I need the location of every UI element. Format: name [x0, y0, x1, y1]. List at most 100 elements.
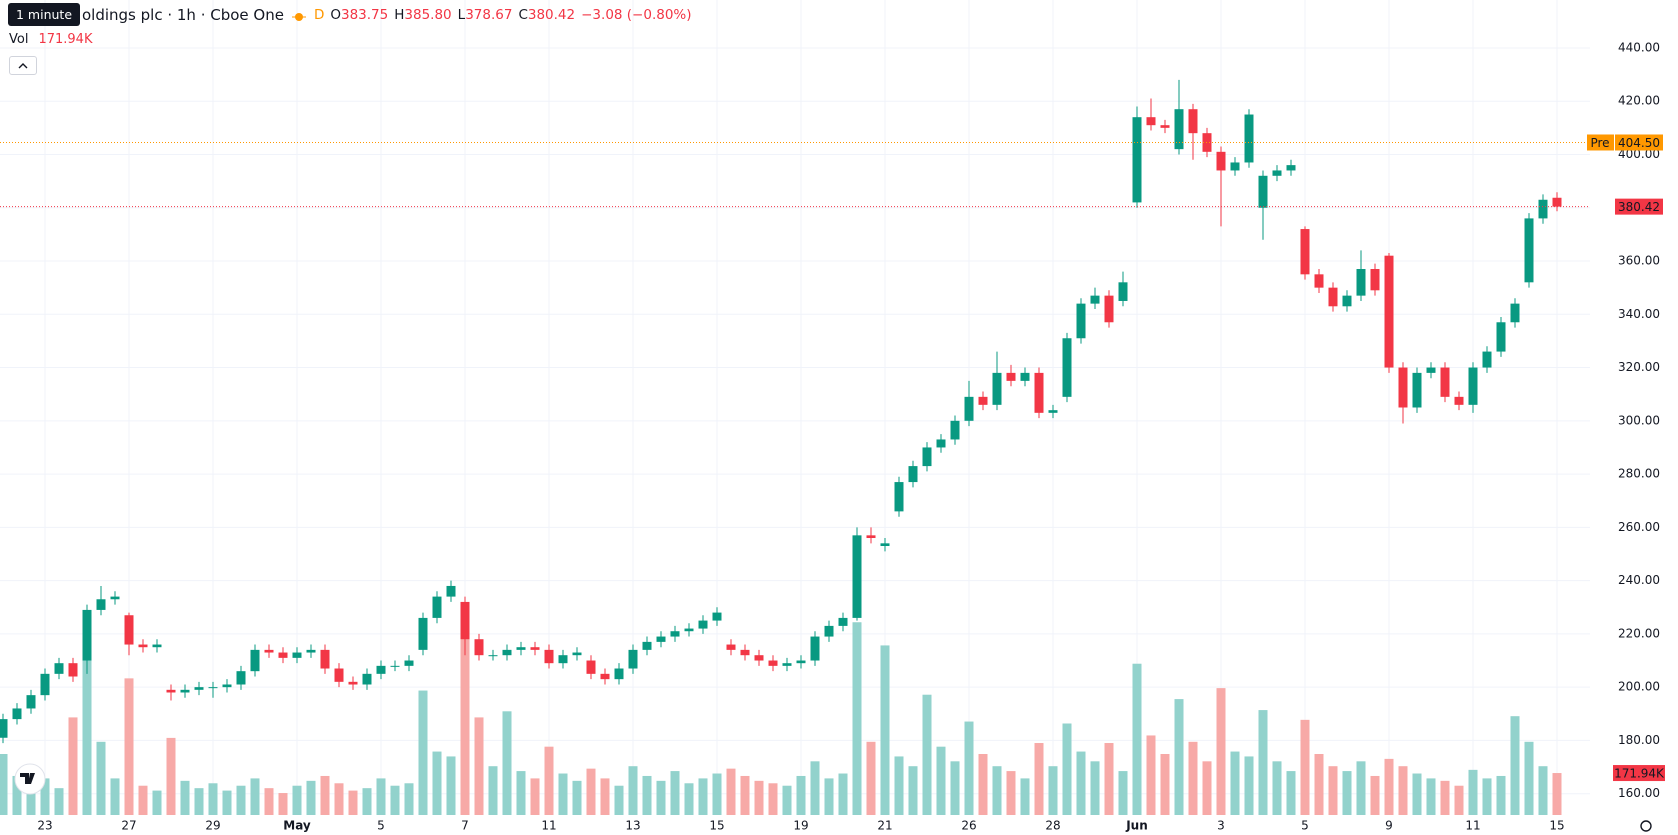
y-tick-label: 440.00 — [1618, 40, 1660, 54]
x-tick-label: 5 — [377, 819, 385, 833]
x-tick-label: 27 — [121, 819, 136, 833]
volume-bar — [1104, 743, 1114, 815]
volume-bar — [1510, 716, 1520, 815]
y-tick-label: 360.00 — [1618, 254, 1660, 268]
pre-price-box — [1615, 134, 1663, 151]
x-tick-label: 19 — [793, 819, 808, 833]
volume-bar — [180, 780, 190, 815]
candle-body — [96, 599, 106, 610]
volume-bar — [614, 785, 624, 815]
y-tick-label: 240.00 — [1618, 573, 1660, 587]
volume-bar — [1454, 785, 1464, 815]
x-tick-label: 11 — [1465, 819, 1480, 833]
volume-bar — [642, 775, 652, 815]
volume-bar — [600, 778, 610, 815]
volume-bar — [166, 737, 176, 815]
volume-bar — [544, 746, 554, 815]
volume-bar — [1440, 780, 1450, 815]
candle-body — [1440, 367, 1450, 397]
volume-bar — [852, 622, 862, 815]
volume-bar — [1412, 773, 1422, 815]
candle-body — [208, 687, 218, 689]
candle-body — [586, 660, 596, 674]
volume-bar — [754, 780, 764, 815]
volume-bar — [1174, 699, 1184, 815]
candle-body — [418, 617, 428, 650]
candle-body — [1062, 338, 1072, 397]
volume-bar — [222, 790, 232, 815]
candle-body — [390, 665, 400, 667]
candle-body — [1300, 229, 1310, 275]
candle-body — [656, 636, 666, 642]
volume-bar — [1482, 778, 1492, 815]
y-tick-label: 200.00 — [1618, 680, 1660, 694]
candle-body — [432, 596, 442, 618]
volume-bar — [698, 778, 708, 815]
candle-body — [936, 439, 946, 448]
collapse-button[interactable] — [9, 56, 37, 75]
candle-body — [404, 660, 414, 666]
volume-bar — [572, 780, 582, 815]
volume-bar — [740, 775, 750, 815]
x-tick-label: 28 — [1045, 819, 1060, 833]
interval-badge: D — [313, 7, 325, 23]
symbol-row: oldings plc · 1h · Cboe One D O383.75 H38… — [82, 6, 698, 24]
volume-bar — [1272, 761, 1282, 815]
volume-bar — [404, 783, 414, 815]
h-label: H — [394, 7, 405, 23]
volume-bar — [68, 717, 78, 815]
candle-body — [1510, 303, 1520, 323]
volume-bar — [768, 783, 778, 815]
x-tick-label: 15 — [709, 819, 724, 833]
volume-bar — [516, 771, 526, 815]
candle-body — [1454, 396, 1464, 405]
y-tick-label: 340.00 — [1618, 307, 1660, 321]
volume-bar — [334, 783, 344, 815]
volume-bar — [124, 678, 134, 815]
volume-bar — [12, 775, 22, 815]
candle-body — [614, 668, 624, 680]
volume-bar — [1076, 751, 1086, 815]
volume-bar — [894, 756, 904, 815]
candle-body — [922, 447, 932, 467]
volume-bar — [1202, 761, 1212, 815]
volume-bar — [236, 785, 246, 815]
volume-bar — [656, 780, 666, 815]
candle-body — [908, 466, 918, 483]
symbol-title[interactable]: oldings plc · 1h · Cboe One — [82, 6, 284, 24]
volume-bar — [82, 646, 92, 815]
candle-body — [1524, 218, 1534, 283]
candle-body — [1216, 151, 1226, 171]
volume-bar — [1090, 761, 1100, 815]
candle-body — [362, 673, 372, 685]
volume-bar — [138, 785, 148, 815]
volume-bar — [908, 766, 918, 815]
volume-bar — [1426, 778, 1436, 815]
legend-header: oldings plc · 1h · Cboe One D O383.75 H38… — [0, 0, 1000, 75]
x-tick-label: May — [283, 819, 311, 833]
candle-body — [1048, 410, 1058, 413]
c-label: C — [518, 7, 528, 23]
candle-body — [838, 617, 848, 626]
volume-bar — [1160, 754, 1170, 815]
candle-body — [992, 372, 1002, 405]
volume-bar — [1356, 761, 1366, 815]
candle-body — [1412, 372, 1422, 408]
candle-body — [488, 655, 498, 657]
candle-body — [180, 689, 190, 693]
volume-bar — [1146, 735, 1156, 815]
volume-tag-box — [1613, 765, 1665, 782]
volume-bar — [838, 773, 848, 815]
candle-body — [1146, 117, 1156, 126]
h-value: 385.80 — [404, 7, 452, 23]
pre-tag: Pre — [1590, 136, 1609, 150]
l-value: 378.67 — [465, 7, 513, 23]
tv-logo-mark — [20, 773, 35, 784]
candle-body — [726, 644, 736, 650]
x-tick-label: 3 — [1217, 819, 1225, 833]
candle-body — [1174, 109, 1184, 150]
volume-bar — [824, 778, 834, 815]
candle-body — [54, 663, 64, 674]
c-value: 380.42 — [527, 7, 576, 23]
